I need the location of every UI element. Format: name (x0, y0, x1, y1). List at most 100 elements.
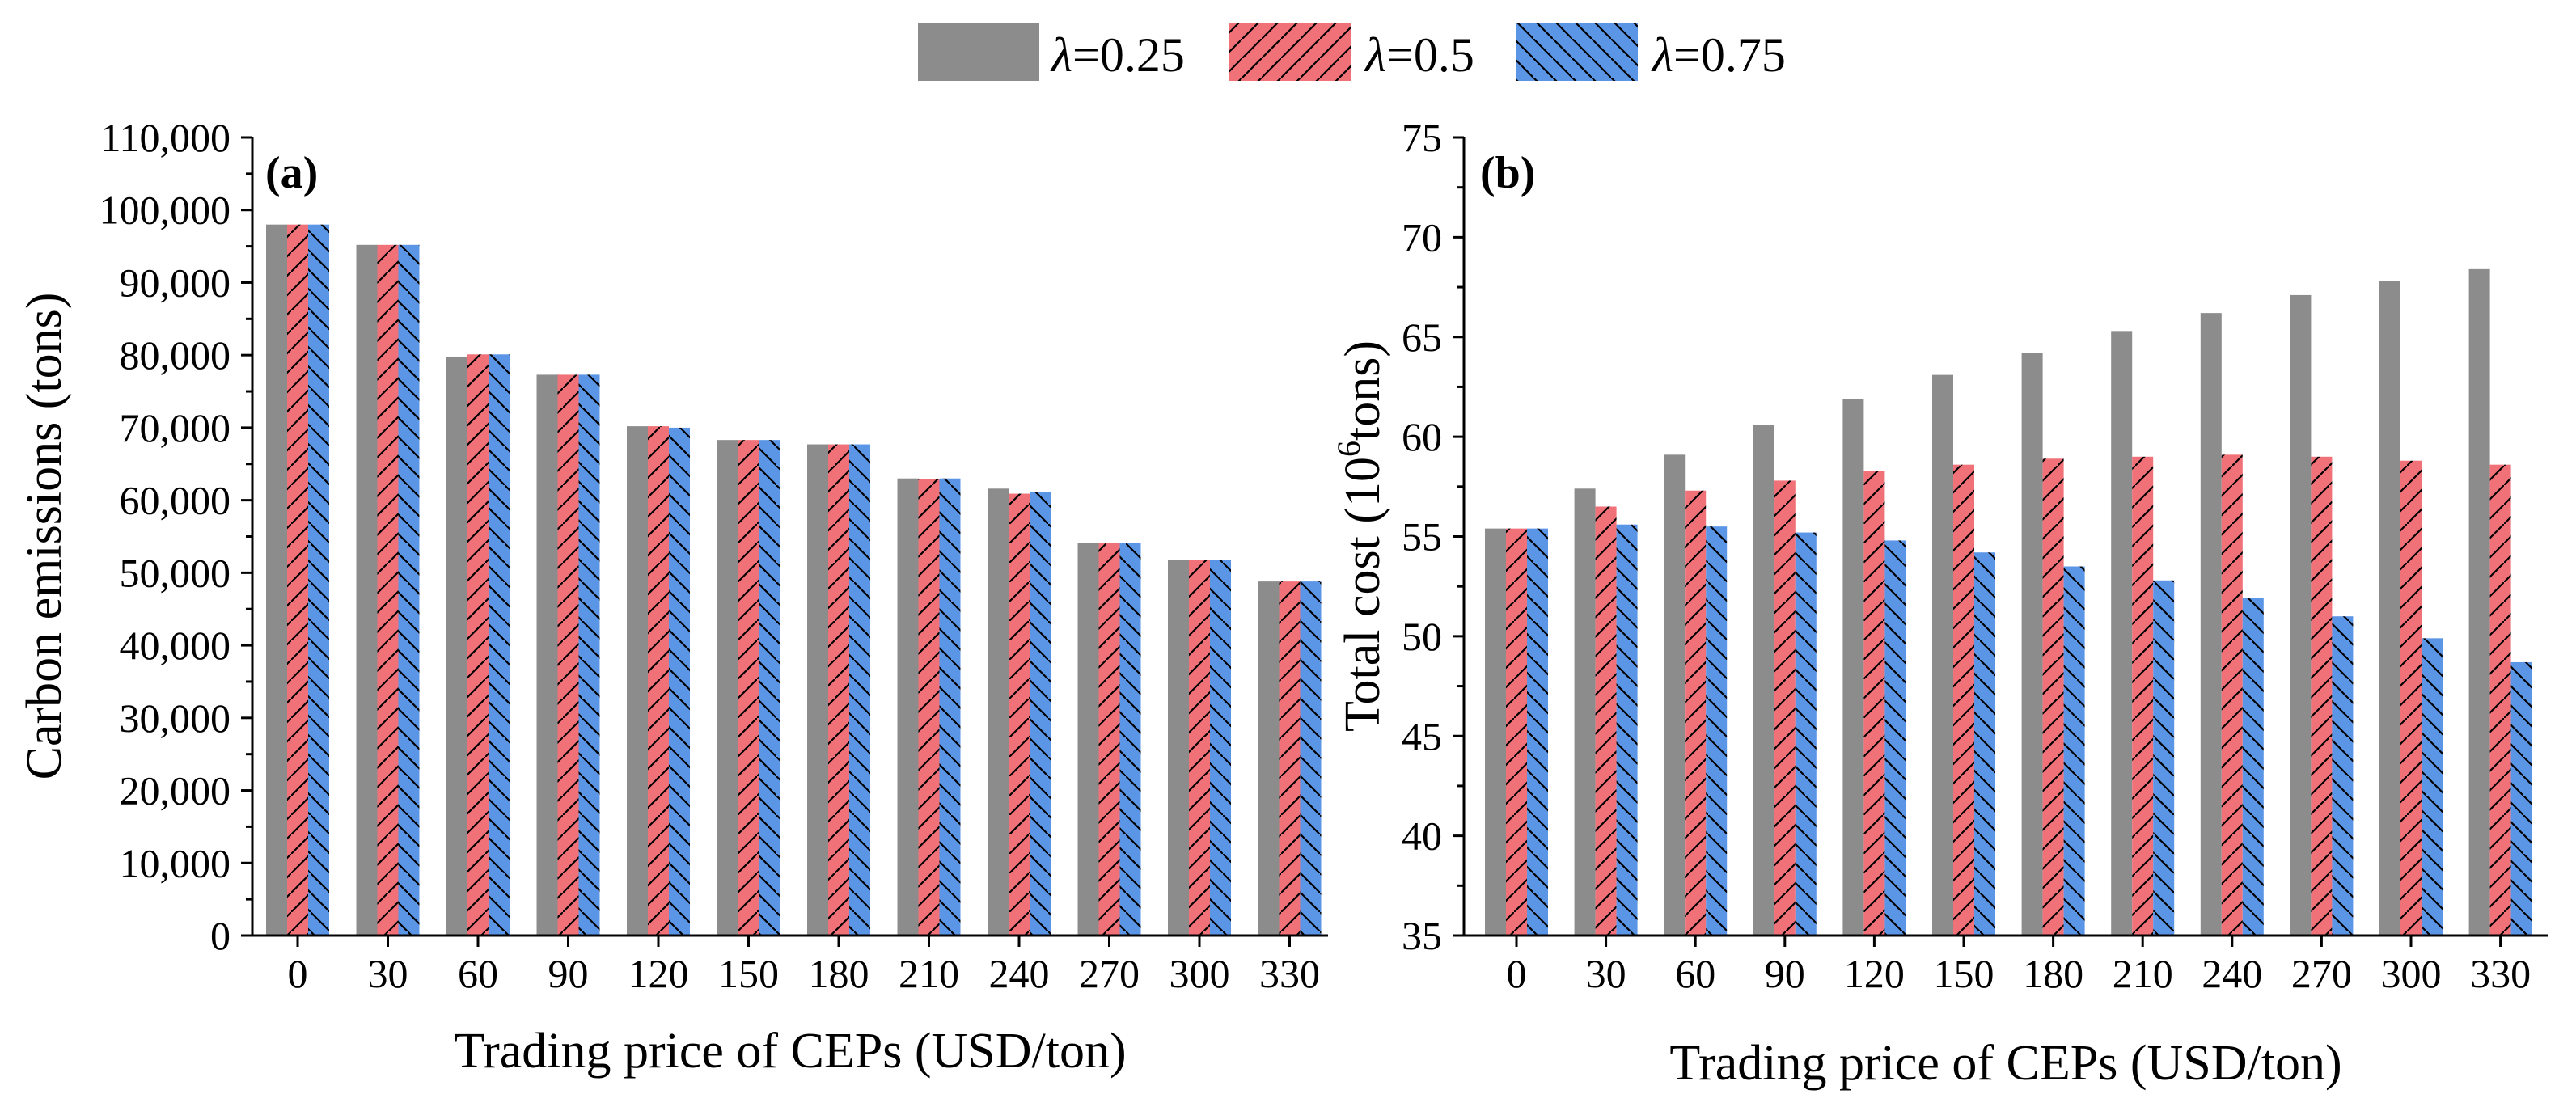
bar (1953, 464, 1974, 936)
legend-label-05: =0.5 (1386, 28, 1474, 82)
svg-text:λ=0.75: λ=0.75 (1651, 28, 1786, 82)
y-tick-label: 100,000 (99, 188, 231, 233)
bar (266, 224, 287, 936)
bar (2111, 331, 2133, 936)
bar (2379, 281, 2400, 936)
legend-item-lambda-075: λ=0.75 (1516, 23, 1786, 82)
x-tick-label: 90 (1765, 951, 1805, 996)
bar (1795, 532, 1817, 936)
legend: λ=0.25 λ=0.5 λ=0.75 (918, 23, 1786, 82)
bar (2153, 580, 2175, 936)
x-axis-title: Trading price of CEPs (USD/ton) (1669, 1036, 2341, 1091)
bar (939, 478, 961, 936)
bar (377, 244, 399, 936)
x-tick-label: 0 (1507, 951, 1527, 996)
y-tick-label: 70 (1402, 214, 1442, 260)
y-tick-label: 80,000 (120, 332, 231, 378)
bar (897, 478, 919, 936)
x-tick-label: 30 (1586, 951, 1626, 996)
y-tick-label: 60,000 (120, 478, 231, 523)
bar (2510, 661, 2532, 936)
bar (1300, 581, 1322, 936)
y-tick-label: 10,000 (120, 840, 231, 885)
y-tick-label: 50 (1402, 614, 1442, 659)
y-tick-label: 55 (1402, 514, 1442, 560)
y-tick-label: 110,000 (100, 115, 231, 160)
bar (759, 440, 780, 936)
bar (1685, 490, 1707, 936)
y-axis-title-main: Total cost (10 (1335, 457, 1390, 732)
bar (2400, 460, 2422, 936)
x-tick-label: 270 (2291, 951, 2352, 996)
bar (988, 488, 1009, 936)
legend-lambda-symbol: λ (1364, 28, 1386, 82)
ticks-panel-a: 0 10,000 20,000 30,000 40,000 50,000 60,000 70,… (99, 115, 1321, 996)
bar (1774, 480, 1796, 936)
svg-text:λ=0.25: λ=0.25 (1050, 28, 1185, 82)
bar (1098, 543, 1120, 936)
legend-swatch-blue (1516, 23, 1638, 81)
chart-panel-b: 35 40 45 50 55 60 65 70 75 0 30 60 90 120 150 180 210 240… (1330, 115, 2548, 1091)
y-tick-label: 45 (1402, 713, 1442, 758)
bar (918, 479, 940, 936)
bar (467, 354, 489, 936)
x-tick-label: 300 (2381, 951, 2442, 996)
bar (446, 356, 467, 936)
x-tick-label: 150 (1934, 951, 1994, 996)
bar (2242, 598, 2264, 936)
bar (2332, 616, 2354, 936)
chart-panel-a: 0 10,000 20,000 30,000 40,000 50,000 60,000 70,… (17, 115, 1328, 1079)
bar (1189, 560, 1210, 936)
legend-label-025: =0.25 (1072, 28, 1185, 82)
bar (2132, 456, 2154, 936)
legend-swatch-gray (918, 23, 1039, 81)
bar (1932, 374, 1953, 936)
legend-lambda-symbol: λ (1651, 28, 1673, 82)
bar (1119, 543, 1141, 936)
bar (1842, 399, 1864, 936)
x-tick-label: 0 (288, 951, 308, 996)
y-axis-title-tail: tons) (1335, 340, 1390, 441)
legend-label-075: =0.75 (1673, 28, 1786, 82)
bar (2468, 268, 2490, 936)
svg-text:λ=0.5: λ=0.5 (1364, 28, 1474, 82)
x-tick-label: 180 (809, 951, 869, 996)
x-tick-label: 30 (368, 951, 408, 996)
bar (1616, 524, 1638, 936)
bar (1210, 560, 1231, 936)
bar (398, 244, 420, 936)
bar (1863, 471, 1885, 936)
bar (1974, 552, 1995, 936)
bar (1258, 581, 1280, 936)
bar (2200, 313, 2222, 936)
x-tick-label: 210 (899, 951, 959, 996)
bar (557, 374, 579, 936)
x-tick-label: 210 (2113, 951, 2173, 996)
bar (738, 440, 759, 936)
bar (2489, 464, 2511, 936)
x-tick-label: 60 (1675, 951, 1715, 996)
bar (1753, 425, 1774, 936)
x-tick-label: 240 (989, 951, 1050, 996)
y-axis-title: Carbon emissions (tons) (17, 293, 72, 780)
panel-label-a: (a) (265, 148, 318, 198)
y-tick-label: 40,000 (120, 623, 231, 668)
bar (2221, 454, 2243, 936)
x-tick-label: 180 (2023, 951, 2083, 996)
x-tick-label: 120 (628, 951, 689, 996)
x-tick-label: 90 (548, 951, 589, 996)
bar (1168, 560, 1189, 936)
x-tick-label: 60 (458, 951, 498, 996)
bar (669, 427, 690, 936)
bar (1485, 528, 1506, 936)
legend-item-lambda-025: λ=0.25 (918, 23, 1185, 82)
x-tick-label: 240 (2202, 951, 2262, 996)
bar (627, 426, 648, 936)
bar (2290, 294, 2312, 936)
bar (807, 444, 828, 936)
bars-panel-b (1485, 268, 2532, 936)
bar (1009, 493, 1030, 936)
bar (1030, 492, 1051, 936)
bar (2042, 458, 2064, 936)
bar (2311, 456, 2333, 936)
